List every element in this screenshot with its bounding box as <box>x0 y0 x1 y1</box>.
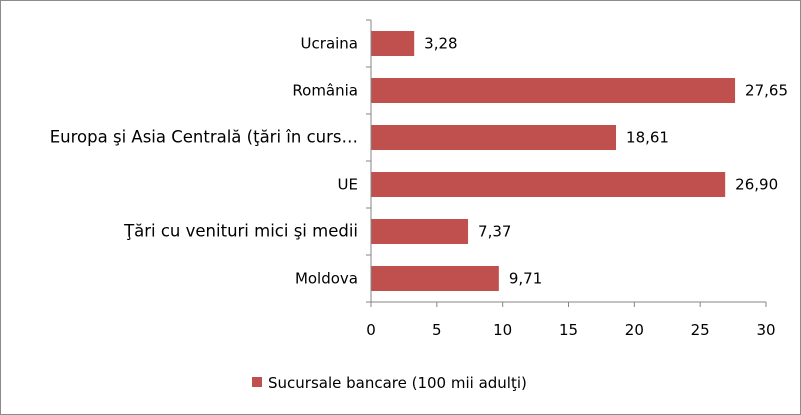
category-label: Ucraina <box>301 35 358 53</box>
category-labels: Ucraina România Europa şi Asia Centrală (ţ… <box>50 35 358 288</box>
bar <box>371 125 617 150</box>
legend-label: Sucursale bancare (100 mii adulţi) <box>268 374 527 392</box>
bars-layer <box>371 31 736 291</box>
category-label: UE <box>338 176 358 194</box>
value-tick-label: 30 <box>756 321 775 339</box>
bar <box>371 31 415 56</box>
category-label: Europa şi Asia Centrală (ţări în curs… <box>50 128 358 147</box>
value-tick-label: 25 <box>691 321 710 339</box>
bar <box>371 219 469 244</box>
bar <box>371 266 499 291</box>
value-tick-label: 15 <box>559 321 578 339</box>
value-tick-label: 10 <box>493 321 512 339</box>
bar <box>371 78 736 103</box>
category-label: Ţări cu venituri mici şi medii <box>123 222 358 241</box>
bar <box>371 172 726 197</box>
category-label: Moldova <box>295 270 358 288</box>
value-label: 18,61 <box>626 129 669 147</box>
value-tick-label: 20 <box>625 321 644 339</box>
value-label: 7,37 <box>478 223 511 241</box>
value-labels: 3,28 27,65 18,61 26,90 7,37 9,71 <box>424 35 788 288</box>
value-label: 9,71 <box>509 270 542 288</box>
category-label: România <box>292 82 358 100</box>
legend-swatch <box>252 377 262 387</box>
legend: Sucursale bancare (100 mii adulţi) <box>252 374 527 392</box>
value-tick-label: 0 <box>366 321 376 339</box>
value-axis: 0 5 10 15 20 25 30 <box>366 19 776 339</box>
value-label: 27,65 <box>745 82 788 100</box>
value-label: 26,90 <box>735 176 778 194</box>
value-label: 3,28 <box>424 35 457 53</box>
value-tick-label: 5 <box>432 321 442 339</box>
